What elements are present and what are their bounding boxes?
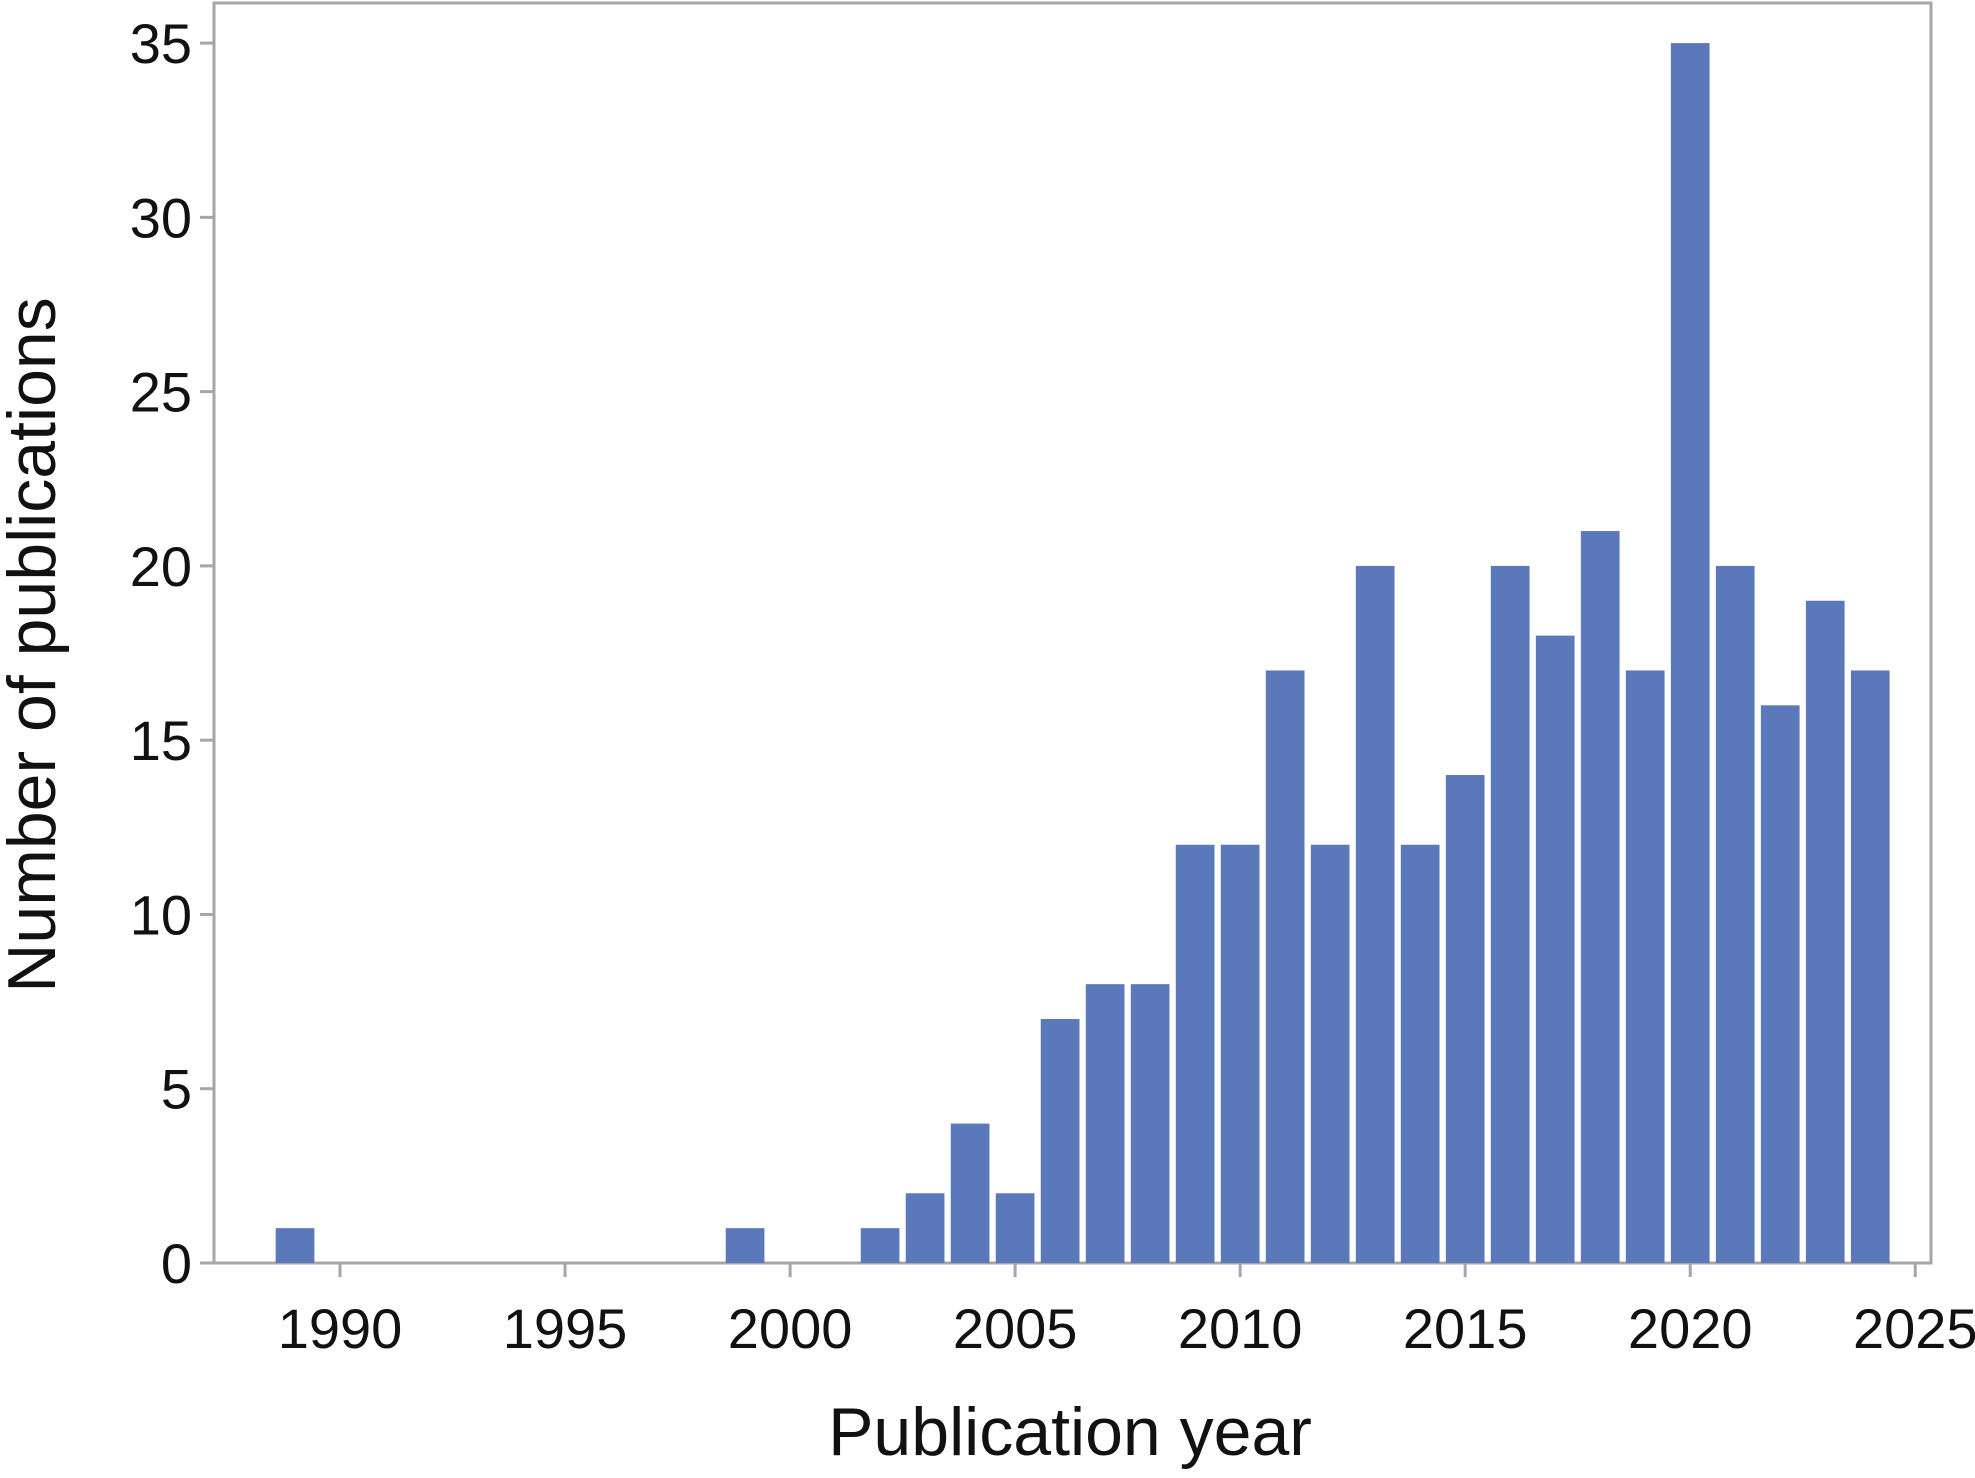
bar [1445, 775, 1485, 1263]
x-axis-label: Publication year [828, 1394, 1312, 1470]
bar [1715, 565, 1755, 1263]
bar [1220, 844, 1260, 1263]
y-tick-label: 15 [130, 709, 192, 772]
bar [1490, 565, 1530, 1263]
bar [1175, 844, 1215, 1263]
bar [1400, 844, 1440, 1263]
bar [950, 1123, 990, 1263]
bar [905, 1193, 945, 1263]
y-tick-label: 25 [130, 361, 192, 424]
x-tick-label: 2005 [953, 1297, 1078, 1360]
bar [1310, 844, 1350, 1263]
bar [1580, 531, 1620, 1263]
bar [1265, 670, 1305, 1263]
x-tick-label: 1990 [278, 1297, 403, 1360]
y-tick-label: 5 [161, 1058, 192, 1121]
y-tick-label: 10 [130, 883, 192, 946]
y-tick-label: 35 [130, 12, 192, 75]
bar [1850, 670, 1890, 1263]
x-tick-label: 2020 [1628, 1297, 1753, 1360]
bar [995, 1193, 1035, 1263]
bar [275, 1228, 315, 1263]
bar [860, 1228, 900, 1263]
x-tick-label: 2010 [1178, 1297, 1303, 1360]
bar [1535, 635, 1575, 1263]
bar [1130, 984, 1170, 1263]
bar [1670, 43, 1710, 1263]
bar [1625, 670, 1665, 1263]
y-tick-label: 30 [130, 186, 192, 249]
y-axis-label: Number of publications [0, 297, 70, 992]
x-tick-label: 2015 [1403, 1297, 1528, 1360]
bar [1040, 1019, 1080, 1263]
bar [725, 1228, 765, 1263]
y-tick-label: 20 [130, 535, 192, 598]
x-tick-label: 2000 [728, 1297, 853, 1360]
bar [1355, 565, 1395, 1263]
bar [1085, 984, 1125, 1263]
x-tick-label: 1995 [503, 1297, 628, 1360]
bar [1760, 705, 1800, 1263]
bar [1805, 600, 1845, 1263]
y-tick-label: 0 [161, 1232, 192, 1295]
x-tick-label: 2025 [1853, 1297, 1975, 1360]
